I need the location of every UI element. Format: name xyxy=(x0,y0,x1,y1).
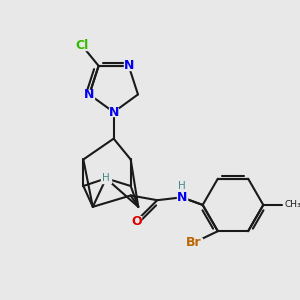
Text: O: O xyxy=(131,214,142,227)
Bar xyxy=(74,40,89,50)
Bar xyxy=(178,182,186,190)
Text: N: N xyxy=(177,191,187,204)
Text: H: H xyxy=(102,173,110,183)
Text: N: N xyxy=(109,106,119,118)
Text: N: N xyxy=(124,59,134,72)
Bar xyxy=(132,216,141,226)
Bar xyxy=(187,238,202,247)
Bar xyxy=(101,174,111,183)
Text: Br: Br xyxy=(186,236,202,249)
Text: CH₃: CH₃ xyxy=(284,200,300,209)
Text: H: H xyxy=(178,181,186,191)
Bar xyxy=(124,61,134,70)
Bar xyxy=(109,108,118,116)
Bar xyxy=(85,90,94,99)
Text: N: N xyxy=(84,88,94,101)
Text: Cl: Cl xyxy=(75,38,88,52)
Bar xyxy=(177,193,187,202)
